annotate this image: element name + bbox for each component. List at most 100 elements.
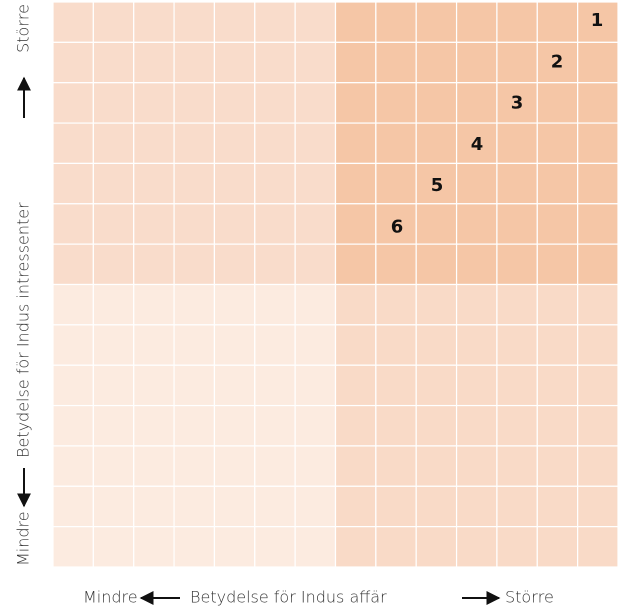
cell <box>173 82 216 124</box>
cell <box>536 485 579 528</box>
cell <box>52 485 94 528</box>
y-axis: Mindre Betydelse för Indus intressenter … <box>14 4 33 566</box>
cell <box>536 404 579 447</box>
cell <box>173 1 216 43</box>
y-high: Större <box>14 4 33 53</box>
cell <box>375 283 417 326</box>
cell <box>213 41 256 84</box>
cell <box>52 404 94 447</box>
cell <box>496 162 538 205</box>
cell <box>577 82 619 124</box>
cell <box>173 243 216 286</box>
cell <box>133 526 175 568</box>
grid <box>52 1 619 568</box>
cell <box>375 485 417 528</box>
cell <box>415 122 458 165</box>
cell <box>496 364 538 407</box>
cell <box>415 485 458 528</box>
cell <box>133 162 175 205</box>
cell <box>133 82 175 124</box>
cell <box>92 162 135 205</box>
cell <box>455 283 498 326</box>
cell <box>577 283 619 326</box>
cell <box>133 485 175 528</box>
cell <box>334 82 377 124</box>
cell <box>375 1 417 43</box>
cell <box>455 404 498 447</box>
cell <box>254 203 296 245</box>
cell <box>415 243 458 286</box>
cell <box>536 162 579 205</box>
cell <box>92 203 135 245</box>
cell <box>294 1 337 43</box>
cell <box>294 485 337 528</box>
cell <box>52 122 94 165</box>
x-low: Mindre <box>83 588 138 607</box>
cell <box>213 162 256 205</box>
cell <box>52 243 94 286</box>
cell <box>455 243 498 286</box>
cell <box>334 1 377 43</box>
cell <box>92 1 135 43</box>
cell <box>294 82 337 124</box>
cell <box>496 526 538 568</box>
cell <box>536 82 579 124</box>
cell <box>254 82 296 124</box>
cell <box>577 203 619 245</box>
item-label: 1 <box>591 10 604 31</box>
cell <box>455 324 498 366</box>
cell <box>133 324 175 366</box>
cell <box>375 445 417 487</box>
cell <box>577 485 619 528</box>
y-label: Betydelse för Indus intressenter <box>14 202 33 458</box>
cell <box>92 122 135 165</box>
cell <box>52 324 94 366</box>
cell <box>213 82 256 124</box>
cell <box>52 364 94 407</box>
cell <box>213 122 256 165</box>
cell <box>133 404 175 447</box>
cell <box>334 162 377 205</box>
cell <box>133 364 175 407</box>
cell <box>254 526 296 568</box>
cell <box>133 203 175 245</box>
cell <box>133 41 175 84</box>
cell <box>254 404 296 447</box>
cell <box>577 1 619 43</box>
cell <box>213 283 256 326</box>
cell <box>577 243 619 286</box>
cell <box>133 283 175 326</box>
cell <box>536 324 579 366</box>
cell <box>52 1 94 43</box>
cell <box>415 1 458 43</box>
cell <box>254 445 296 487</box>
cell <box>294 41 337 84</box>
cell <box>577 162 619 205</box>
items: 1 2 3 4 5 6 <box>391 10 604 238</box>
cell <box>334 283 377 326</box>
cell <box>213 485 256 528</box>
cell <box>536 243 579 286</box>
cell <box>536 122 579 165</box>
cell <box>173 404 216 447</box>
cell <box>173 162 216 205</box>
cell <box>496 485 538 528</box>
y-low: Mindre <box>14 511 33 566</box>
cell <box>415 445 458 487</box>
cell <box>334 364 377 407</box>
cell <box>294 122 337 165</box>
cell <box>455 41 498 84</box>
x-high: Större <box>505 588 554 607</box>
cell <box>92 364 135 407</box>
cell <box>133 445 175 487</box>
cell <box>173 324 216 366</box>
cell <box>496 445 538 487</box>
item-label: 4 <box>471 134 484 155</box>
item-label: 6 <box>391 217 404 238</box>
cell <box>577 404 619 447</box>
cell <box>577 122 619 165</box>
cell <box>334 203 377 245</box>
cell <box>254 364 296 407</box>
cell <box>173 364 216 407</box>
cell <box>375 162 417 205</box>
